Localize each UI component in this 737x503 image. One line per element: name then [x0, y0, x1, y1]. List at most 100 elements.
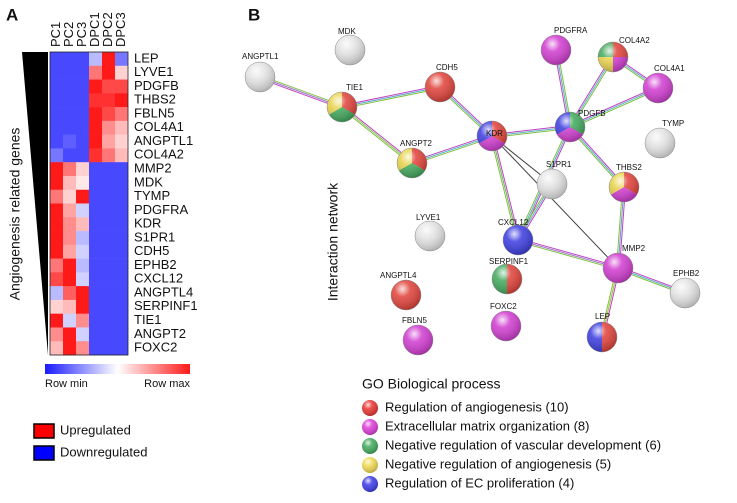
edge	[491, 135, 619, 269]
heatmap-cell	[63, 299, 76, 314]
node-label: S1PR1	[546, 160, 572, 169]
heatmap-cell	[89, 79, 102, 94]
node-shine	[642, 72, 674, 104]
heatmap-cell	[89, 299, 102, 314]
node-shine	[414, 220, 446, 252]
heatmap-cell	[76, 272, 89, 287]
heatmap-cell	[50, 189, 63, 204]
heatmap-cell	[102, 272, 115, 287]
legend-swatch	[33, 423, 55, 439]
heatmap-cell	[63, 231, 76, 246]
colorbar-label: Row min	[45, 378, 88, 390]
node	[608, 171, 640, 203]
row-label: PDGFRA	[134, 202, 189, 217]
heatmap-cell	[76, 107, 89, 122]
node-label: CDH5	[436, 63, 458, 72]
node-shine	[390, 279, 422, 311]
node-label: ANGPTL4	[380, 271, 417, 280]
column-label: DPC1	[87, 12, 102, 47]
heatmap-cell	[89, 231, 102, 246]
node	[402, 324, 434, 356]
node-shine	[502, 224, 534, 256]
node-label: KDR	[486, 129, 503, 138]
heatmap-cell	[63, 162, 76, 177]
heatmap-cell	[63, 52, 76, 67]
heatmap-cell	[115, 286, 128, 301]
heatmap-cell	[102, 120, 115, 135]
column-label: DPC2	[100, 12, 115, 47]
node	[540, 34, 572, 66]
heatmap-cell	[89, 203, 102, 218]
panel-label: B	[248, 5, 260, 24]
heatmap-cell	[115, 327, 128, 342]
node	[490, 310, 522, 342]
legend-dot-shine	[362, 438, 378, 454]
node-shine	[424, 71, 456, 103]
heatmap-cell	[63, 327, 76, 342]
node	[536, 168, 568, 200]
legend-label: Upregulated	[60, 422, 131, 437]
heatmap-cell	[102, 327, 115, 342]
heatmap-cell	[115, 93, 128, 108]
row-label: LYVE1	[134, 64, 174, 79]
row-label: COL4A1	[134, 119, 184, 134]
heatmap-cell	[115, 341, 128, 356]
node-label: TIE1	[346, 83, 363, 92]
legend-label: Regulation of EC proliferation (4)	[385, 475, 574, 490]
heatmap-cell	[63, 313, 76, 328]
heatmap-cell	[50, 79, 63, 94]
node	[424, 71, 456, 103]
node	[334, 34, 366, 66]
row-label: ANGPTL4	[134, 284, 193, 299]
heatmap-cell	[115, 203, 128, 218]
heatmap-cell	[76, 258, 89, 273]
row-label: EPHB2	[134, 257, 177, 272]
heatmap-cell	[50, 286, 63, 301]
row-label: LEP	[134, 50, 159, 65]
heatmap-cell	[76, 65, 89, 80]
heatmap-cell	[102, 175, 115, 191]
node-label: FOXC2	[490, 302, 517, 311]
heatmap-cell	[76, 231, 89, 246]
heatmap-cell	[63, 244, 76, 259]
heatmap-cell	[89, 52, 102, 67]
heatmap-cell	[102, 258, 115, 273]
node-shine	[644, 127, 676, 159]
node	[642, 72, 674, 104]
heatmap-cell	[115, 162, 128, 177]
heatmap-cell	[102, 231, 115, 246]
node-shine	[540, 34, 572, 66]
heatmap-cell	[63, 79, 76, 94]
heatmap-cell	[76, 175, 89, 191]
heatmap-cell	[89, 313, 102, 328]
heatmap-cell	[50, 231, 63, 246]
node-label: MDK	[338, 27, 356, 36]
row-label: SERPINF1	[134, 298, 198, 313]
heatmap-cell	[102, 107, 115, 122]
heatmap-cell	[115, 175, 128, 191]
column-label: PC1	[48, 22, 63, 47]
legend-label: Negative regulation of angiogenesis (5)	[385, 456, 611, 471]
heatmap-cell	[50, 52, 63, 67]
heatmap-cell	[63, 65, 76, 80]
node	[491, 263, 523, 295]
legend-dot-shine	[362, 400, 378, 416]
heatmap-cell	[50, 327, 63, 342]
edge	[517, 240, 618, 270]
heatmap-cell	[115, 134, 128, 149]
heatmap-cell	[89, 272, 102, 287]
node-label: EPHB2	[673, 269, 700, 278]
heatmap-cell	[63, 258, 76, 273]
row-label: TIE1	[134, 312, 161, 327]
heatmap-cell	[76, 148, 89, 163]
node-shine	[669, 277, 701, 309]
node	[476, 120, 508, 152]
node-label: PDGFB	[578, 109, 606, 118]
row-label: MMP2	[134, 161, 172, 176]
node	[597, 41, 629, 73]
heatmap-cell	[89, 217, 102, 232]
row-label: S1PR1	[134, 229, 175, 244]
heatmap-cell	[115, 79, 128, 94]
heatmap-cell	[50, 272, 63, 287]
edge	[490, 136, 518, 241]
